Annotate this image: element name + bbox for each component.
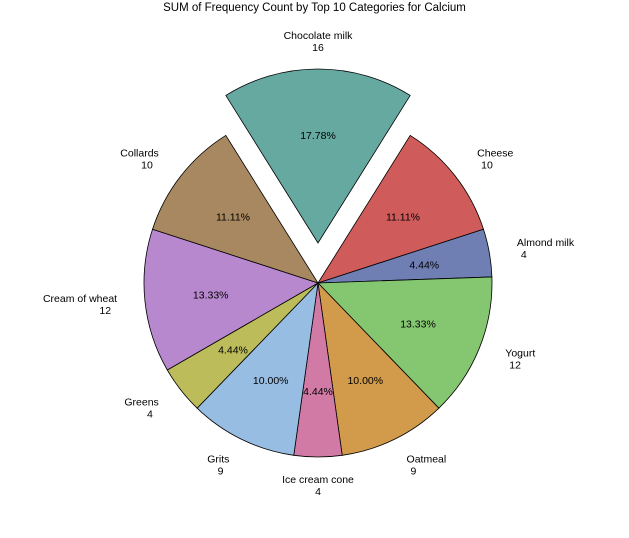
category-label: Oatmeal [407, 454, 447, 466]
percent-label: 10.00% [347, 375, 383, 387]
percent-label: 13.33% [193, 289, 229, 301]
category-value: 4 [315, 486, 321, 498]
pie-slice-chocolate-milk [225, 68, 411, 244]
category-label: Almond milk [517, 237, 575, 249]
pie-slice-cheese [317, 134, 484, 284]
category-label: Grits [207, 454, 229, 466]
percent-label: 13.33% [400, 318, 436, 330]
category-value: 12 [509, 360, 521, 372]
percent-label: 11.11% [386, 212, 420, 224]
category-label: Cream of wheat [43, 293, 117, 305]
pie-slice-cream-of-wheat [143, 228, 319, 371]
pie-slice-grits [196, 281, 319, 456]
percent-label: 4.44% [303, 386, 333, 398]
percent-label: 11.11% [216, 212, 250, 224]
category-label: Chocolate milk [284, 30, 354, 42]
percent-label: 4.44% [409, 259, 439, 271]
category-value: 9 [411, 466, 417, 478]
percent-label: 10.00% [253, 375, 289, 387]
pie-slice-yogurt [317, 276, 493, 409]
category-label: Greens [124, 396, 158, 408]
category-value: 4 [147, 408, 153, 420]
category-label: Collards [120, 148, 159, 160]
category-label: Cheese [477, 148, 513, 160]
percent-label: 4.44% [218, 344, 248, 356]
category-value: 4 [521, 249, 527, 261]
category-value: 16 [312, 42, 324, 54]
category-label: Ice cream cone [282, 474, 354, 486]
chart-title: SUM of Frequency Count by Top 10 Categor… [163, 2, 466, 14]
category-value: 12 [99, 305, 111, 317]
category-value: 9 [218, 466, 224, 478]
pie-slice-collards [152, 134, 319, 284]
pie-slice-oatmeal [317, 281, 440, 456]
percent-label: 17.78% [300, 130, 336, 142]
category-label: Yogurt [505, 348, 535, 360]
category-value: 10 [141, 160, 153, 172]
category-value: 10 [481, 160, 493, 172]
